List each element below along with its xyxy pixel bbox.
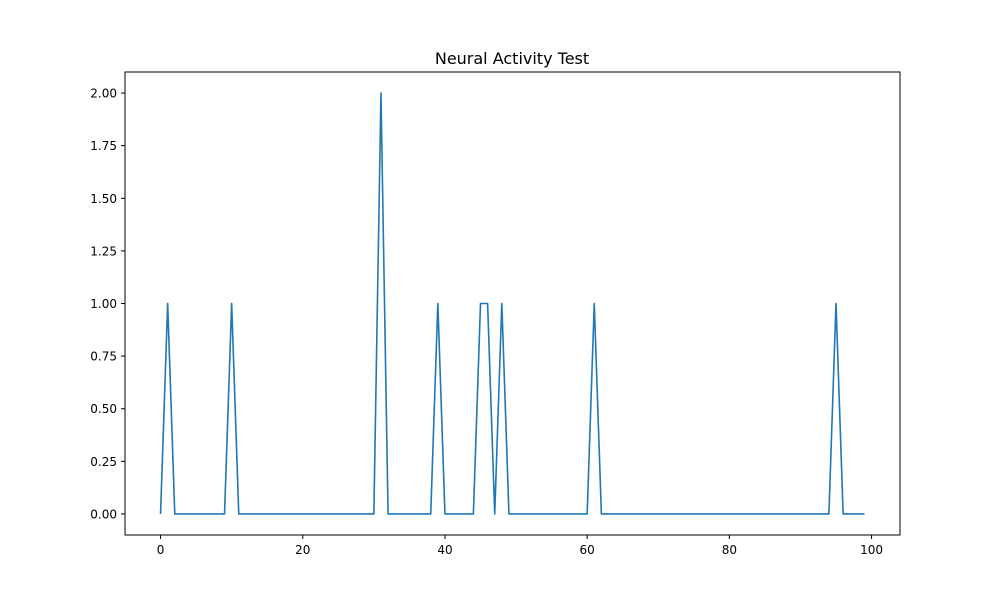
y-tick-label: 1.25 xyxy=(90,244,117,258)
plot-area-frame xyxy=(124,71,901,536)
x-tick-label: 80 xyxy=(722,543,737,557)
x-axis-ticks: 0 20 40 60 80 100 xyxy=(157,535,883,557)
y-axis-ticks: 0.00 0.25 0.50 0.75 1.00 1.25 1.50 1.75 2.00 xyxy=(90,87,125,521)
x-tick-label: 100 xyxy=(860,543,883,557)
y-tick-label: 1.50 xyxy=(90,192,117,206)
x-tick-label: 40 xyxy=(437,543,452,557)
y-tick-label: 0.50 xyxy=(90,402,117,416)
series-line xyxy=(159,92,865,515)
x-tick-label: 20 xyxy=(295,543,310,557)
y-tick-label: 0.25 xyxy=(90,455,117,469)
y-tick-label: 1.00 xyxy=(90,297,117,311)
x-tick-label: 0 xyxy=(157,543,165,557)
y-tick-label: 1.75 xyxy=(90,139,117,153)
y-tick-label: 0.75 xyxy=(90,350,117,364)
y-tick-label: 0.00 xyxy=(90,507,117,521)
y-tick-label: 2.00 xyxy=(90,87,117,101)
chart-title: Neural Activity Test xyxy=(435,49,589,68)
x-tick-label: 60 xyxy=(580,543,595,557)
